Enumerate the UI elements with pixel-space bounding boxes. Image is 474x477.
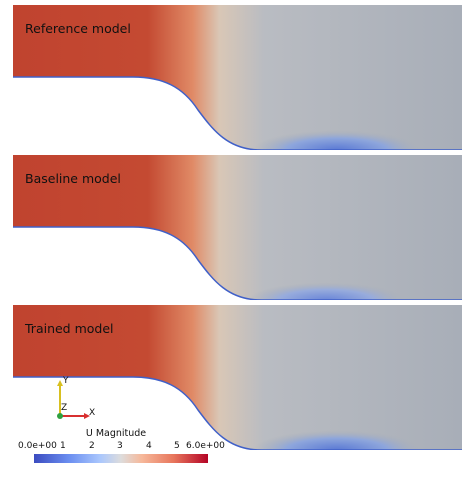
- legend-tick: 1: [60, 441, 66, 451]
- slow-flow-region: [193, 93, 433, 150]
- panel-label: Reference model: [25, 21, 131, 36]
- legend-tick: 3: [117, 441, 123, 451]
- color-bar: [34, 454, 208, 463]
- panel-label: Trained model: [25, 321, 114, 336]
- flow-panel-trained: Trained model: [13, 305, 462, 450]
- slow-flow-region: [193, 393, 433, 450]
- legend-tick: 6.0e+00: [186, 441, 225, 451]
- legend-title: U Magnitude: [85, 428, 147, 439]
- legend-tick: 0.0e+00: [18, 441, 57, 451]
- flow-panel-baseline: Baseline model: [13, 155, 462, 300]
- axes-triad-icon: [57, 380, 90, 419]
- axis-label-y: Y: [63, 376, 69, 386]
- velocity-field-plot: [13, 155, 462, 300]
- orientation-axes: Y Z X: [44, 376, 104, 430]
- bottom-wall: [13, 226, 462, 300]
- legend-tick: 4: [146, 441, 152, 451]
- velocity-field-plot: [13, 5, 462, 150]
- axis-label-z: Z: [61, 403, 68, 413]
- panel-label: Baseline model: [25, 171, 121, 186]
- bottom-wall: [13, 376, 462, 450]
- legend-tick: 5: [174, 441, 180, 451]
- slow-flow-region: [193, 248, 423, 300]
- color-legend: U Magnitude 0.0e+00 1 2 3 4 5 6.0e+00: [18, 428, 225, 470]
- bottom-wall: [13, 76, 462, 150]
- legend-tick: 2: [89, 441, 95, 451]
- axis-label-x: X: [89, 408, 96, 418]
- velocity-field-plot: [13, 305, 462, 450]
- flow-panel-reference: Reference model: [13, 5, 462, 150]
